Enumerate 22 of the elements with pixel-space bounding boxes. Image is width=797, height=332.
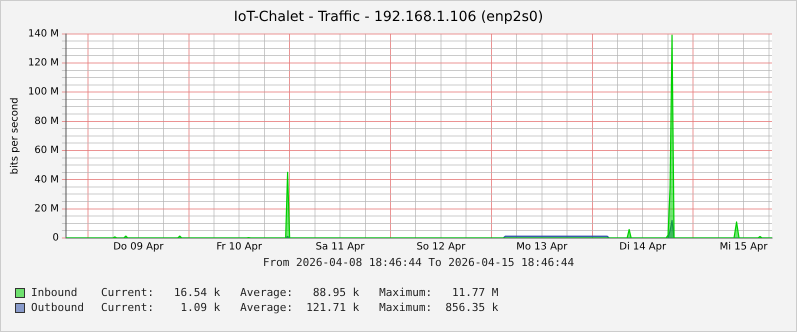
y-axis-title: bits per second xyxy=(10,97,21,174)
y-tick-label: 100 M xyxy=(28,86,59,98)
text: Current: 1.09 k Average: 121.71 k Maximum: 856.35 k xyxy=(101,301,498,314)
x-tick-label: Mi 15 Apr xyxy=(720,242,768,253)
chart-title: IoT-Chalet - Traffic - 192.168.1.106 (enp2s0) xyxy=(234,9,544,26)
legend-label: Inbound xyxy=(31,286,78,299)
legend-label: Outbound xyxy=(31,301,85,314)
y-tick-label: 120 M xyxy=(28,58,59,69)
x-tick-label: Fr 10 Apr xyxy=(216,242,263,253)
y-tick-label: 40 M xyxy=(34,174,59,186)
y-tick-label: 140 M xyxy=(28,28,59,40)
x-tick-label: Mo 13 Apr xyxy=(516,242,568,253)
x-tick-label: Sa 11 Apr xyxy=(316,242,366,253)
y-tick-label: 0 xyxy=(52,232,59,244)
x-tick-label: Do 09 Apr xyxy=(113,242,164,253)
y-tick-label: 20 M xyxy=(34,203,59,214)
text: From 2026-04-08 18:46:44 To 2026-04-15 18:46:44 xyxy=(262,256,576,269)
x-tick-label: Di 14 Apr xyxy=(619,242,667,253)
text: Current: 16.54 k Average: 88.95 k Maximum: 11.77 M xyxy=(101,286,498,299)
y-tick-label: 60 M xyxy=(34,145,59,156)
x-tick-label: So 12 Apr xyxy=(416,242,466,253)
y-tick-label: 80 M xyxy=(34,116,59,127)
